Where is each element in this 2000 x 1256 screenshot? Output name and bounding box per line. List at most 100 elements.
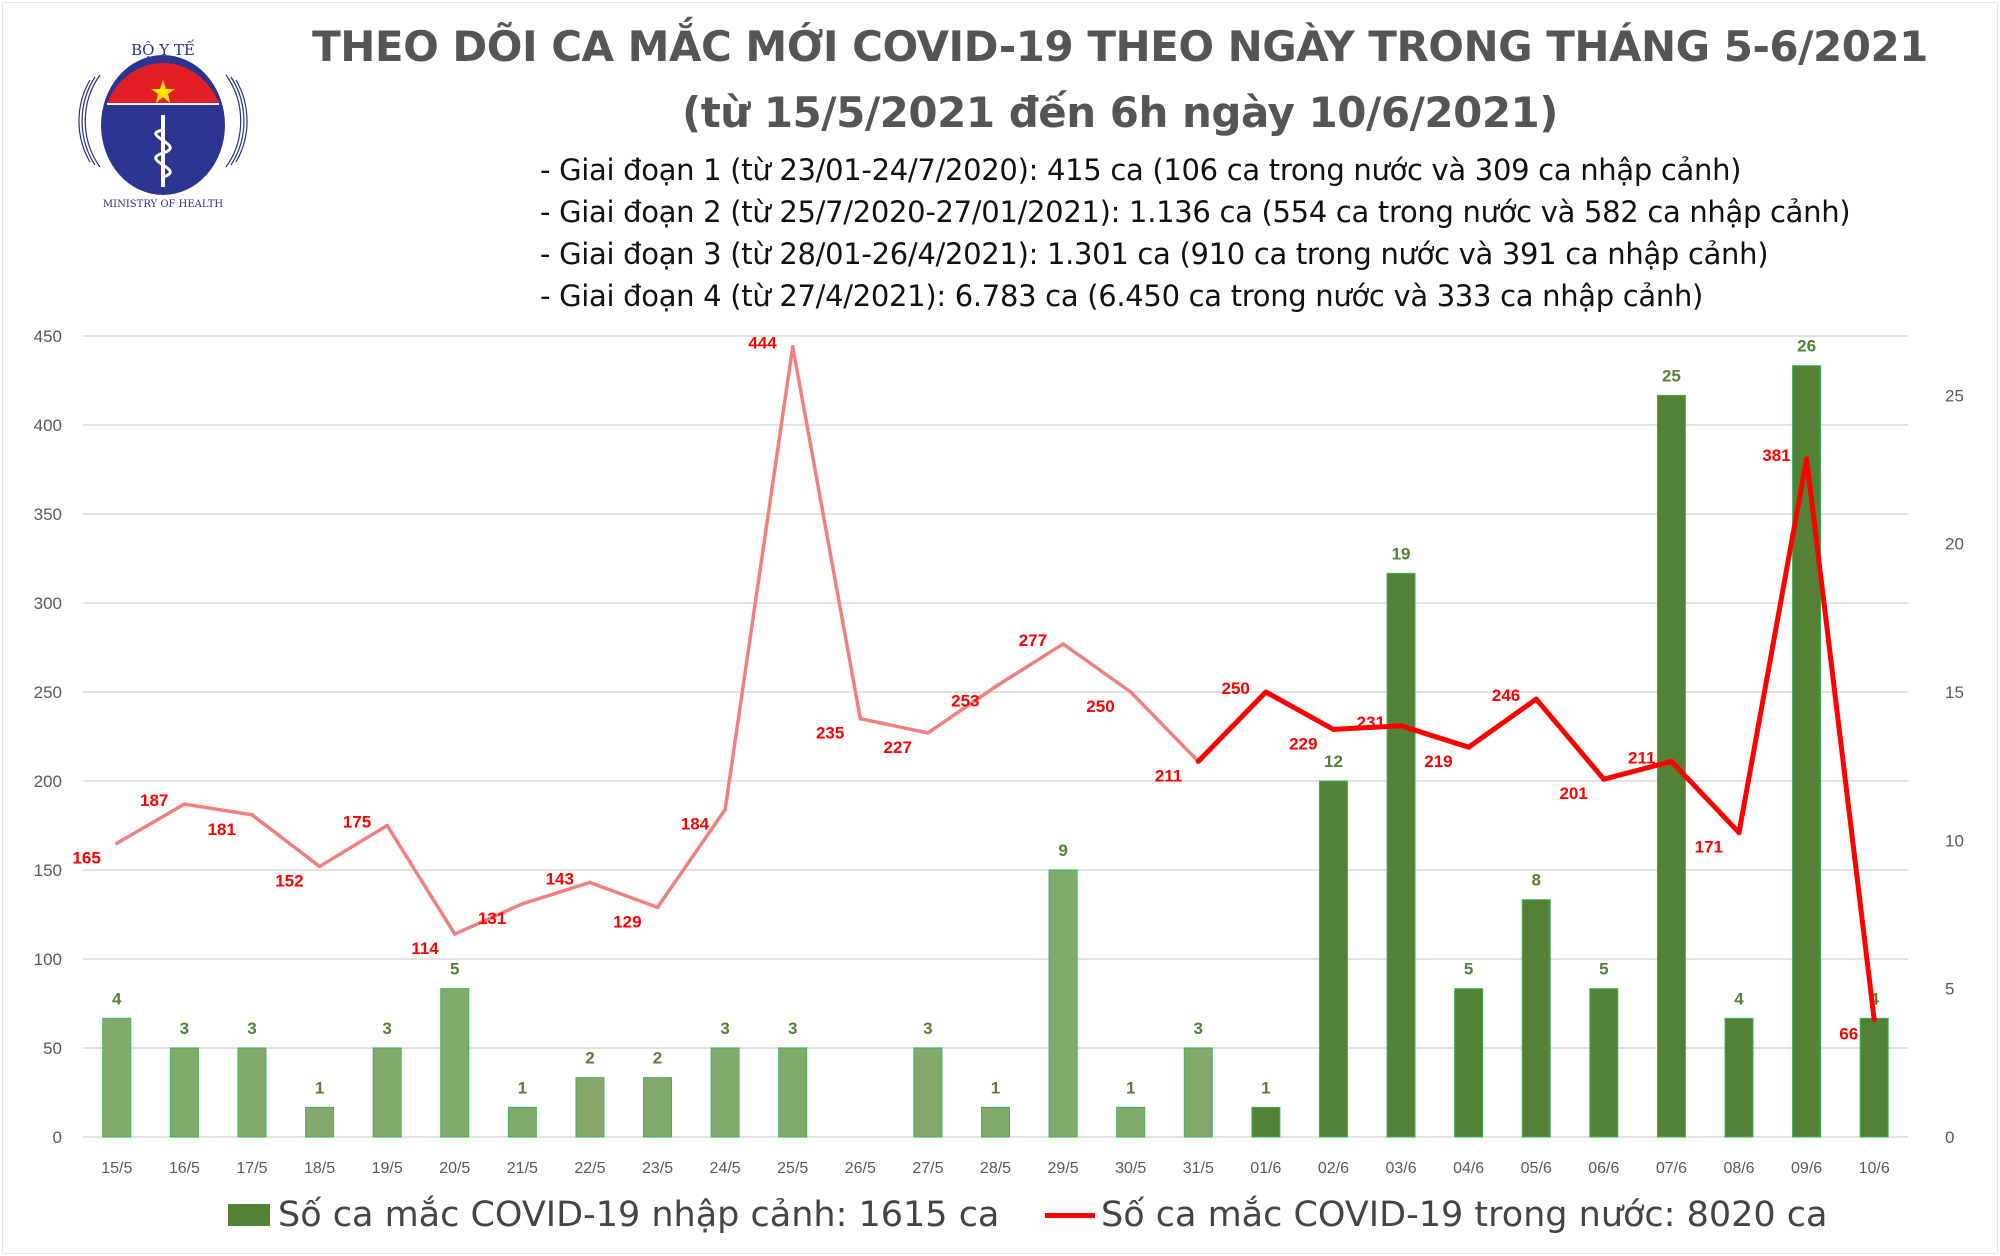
phase-1-summary: - Giai đoạn 1 (từ 23/01-24/7/2020): 415 … [540, 153, 1742, 187]
line-segment-domestic [790, 344, 863, 721]
line-data-label: 131 [478, 909, 506, 928]
bar-data-label: 9 [1058, 841, 1067, 860]
x-axis-tick-label: 23/5 [642, 1160, 673, 1177]
bar-data-label: 8 [1532, 871, 1541, 890]
bar-data-label: 4 [1734, 989, 1744, 1008]
line-data-label: 229 [1289, 734, 1317, 753]
x-axis-tick-label: 24/5 [710, 1160, 741, 1177]
line-segment-domestic [520, 880, 592, 906]
line-data-label: 219 [1424, 752, 1452, 771]
legend-line-swatch [1045, 1212, 1095, 1218]
bar-data-label: 3 [720, 1019, 729, 1038]
line-segment-domestic [453, 902, 525, 936]
x-axis-tick-label: 21/5 [507, 1160, 538, 1177]
x-axis-tick-label: 31/5 [1183, 1160, 1214, 1177]
line-segment-domestic [1804, 456, 1877, 1023]
phase-3-summary: - Giai đoạn 3 (từ 28/01-26/4/2021): 1.30… [540, 237, 1769, 271]
bar-imported [1116, 1106, 1146, 1138]
phase-4-summary: - Giai đoạn 4 (từ 27/4/2021): 6.783 ca (… [540, 279, 1704, 313]
bar-imported [643, 1077, 673, 1138]
x-axis-tick-label: 30/5 [1115, 1160, 1146, 1177]
left-axis-tick-label: 0 [53, 1128, 62, 1147]
line-data-label: 165 [72, 848, 100, 867]
right-axis-tick-label: 20 [1945, 535, 1964, 554]
bar-data-label: 2 [585, 1049, 594, 1068]
bar-imported [237, 1047, 267, 1138]
line-segment-domestic [250, 813, 322, 869]
bar-imported [507, 1106, 537, 1138]
legend-imported: Số ca mắc COVID-19 nhập cảnh: 1615 ca [228, 1195, 999, 1235]
bar-imported [1183, 1047, 1213, 1138]
line-segment-domestic [723, 344, 795, 812]
left-axis-tick-label: 350 [34, 505, 62, 524]
svg-text:MINISTRY OF HEALTH: MINISTRY OF HEALTH [103, 199, 223, 210]
line-data-label: 250 [1221, 679, 1249, 698]
bar-imported [1454, 988, 1484, 1138]
legend-bar-swatch [228, 1204, 270, 1226]
line-segment-domestic [1668, 758, 1742, 836]
x-axis-tick-label: 08/6 [1723, 1160, 1754, 1177]
right-axis-tick-label: 5 [1945, 980, 1954, 999]
right-axis-tick-label: 15 [1945, 683, 1964, 702]
right-axis-tick-label: 25 [1945, 386, 1964, 405]
x-axis-tick-label: 09/6 [1791, 1160, 1822, 1177]
bar-imported [1318, 780, 1348, 1138]
line-segment-domestic [926, 684, 998, 735]
line-data-label: 171 [1695, 838, 1723, 857]
bar-imported [1048, 869, 1078, 1138]
left-axis-tick-label: 400 [34, 416, 62, 435]
bar-data-label: 1 [315, 1078, 324, 1097]
line-segment-domestic [1466, 696, 1539, 750]
bar-imported [981, 1106, 1010, 1138]
line-segment-domestic [588, 880, 660, 910]
legend-domestic: Số ca mắc COVID-19 trong nước: 8020 ca [1045, 1195, 1827, 1235]
x-axis-tick-label: 18/5 [304, 1160, 335, 1177]
line-data-label: 114 [411, 939, 439, 958]
bar-imported [1792, 365, 1822, 1138]
bar-imported [305, 1106, 335, 1138]
bar-data-label: 3 [788, 1019, 797, 1038]
left-axis-tick-label: 250 [34, 683, 62, 702]
bar-imported [1386, 572, 1416, 1138]
line-segment-domestic [1061, 642, 1133, 694]
x-axis-tick-label: 05/6 [1521, 1160, 1552, 1177]
line-data-label: 181 [208, 820, 236, 839]
x-axis-tick-label: 19/5 [372, 1160, 403, 1177]
bar-imported [1521, 899, 1551, 1138]
bar-imported [169, 1047, 199, 1138]
bar-imported [102, 1017, 132, 1138]
line-data-label: 187 [140, 791, 168, 810]
svg-text:BỘ Y TẾ: BỘ Y TẾ [131, 39, 195, 59]
line-data-label: 211 [1155, 766, 1182, 785]
line-segment-domestic [115, 802, 187, 846]
x-axis-tick-label: 01/6 [1250, 1160, 1281, 1177]
line-segment-domestic [1601, 758, 1674, 782]
bar-data-label: 5 [1599, 960, 1608, 979]
legend-domestic-label: Số ca mắc COVID-19 trong nước: 8020 ca [1101, 1195, 1828, 1235]
left-axis-tick-label: 100 [34, 950, 62, 969]
ministry-of-health-logo: BỘ Y TẾ MINISTRY OF HEALTH [78, 39, 248, 210]
line-segment-domestic [1330, 723, 1404, 732]
bar-data-label: 1 [1261, 1078, 1270, 1097]
line-segment-domestic [993, 642, 1065, 689]
bar-data-label: 1 [991, 1078, 1000, 1097]
left-axis-tick-label: 450 [34, 327, 62, 346]
bar-imported [778, 1047, 808, 1138]
line-data-label: 201 [1559, 784, 1587, 803]
bar-data-label: 1 [1126, 1078, 1135, 1097]
line-data-label: 253 [951, 692, 979, 711]
x-axis-tick-label: 29/5 [1048, 1160, 1079, 1177]
x-axis-tick-label: 27/5 [912, 1160, 943, 1177]
bar-data-label: 12 [1324, 752, 1343, 771]
line-data-label: 66 [1839, 1025, 1858, 1044]
line-data-label: 227 [884, 738, 912, 757]
bar-data-label: 3 [1194, 1019, 1203, 1038]
bar-imported [372, 1047, 402, 1138]
bar-imported [1859, 1017, 1889, 1138]
chart-subtitle: (từ 15/5/2021 đến 6h ngày 10/6/2021) [682, 88, 1558, 137]
x-axis-tick-label: 06/6 [1588, 1160, 1619, 1177]
bar-imported [1589, 988, 1619, 1138]
x-axis-tick-label: 16/5 [169, 1160, 200, 1177]
x-axis-tick-label: 28/5 [980, 1160, 1011, 1177]
